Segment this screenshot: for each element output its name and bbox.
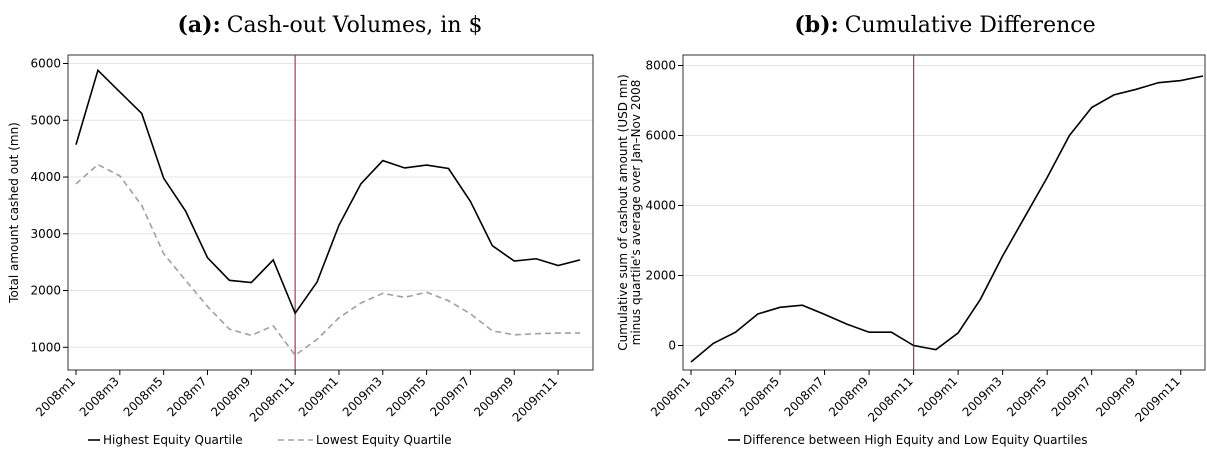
y-axis-label: minus quartile's average over Jan–Nov 20… <box>629 80 643 346</box>
y-tick-label: 6000 <box>645 129 676 143</box>
y-tick-label: 1000 <box>30 340 61 354</box>
title-text: Cumulative Difference <box>845 13 1096 38</box>
chart-title: (a): Cash-out Volumes, in $ <box>178 12 483 38</box>
y-axis-label: Total amount cashed out (mn) <box>7 122 21 304</box>
x-tick-label: 2009m9 <box>471 374 516 419</box>
legend-label: Lowest Equity Quartile <box>316 433 452 447</box>
x-tick-label: 2009m11 <box>510 374 561 425</box>
x-tick-label: 2009m3 <box>960 374 1005 419</box>
data-line <box>75 163 580 357</box>
x-tick-label: 2008m5 <box>121 374 166 419</box>
data-line <box>690 75 1204 363</box>
x-tick-label: 2008m7 <box>164 374 209 419</box>
x-tick-label: 2009m5 <box>1004 374 1049 419</box>
y-axis-label: Cumulative sum of cashout amount (USD mn… <box>616 74 630 351</box>
legend-label: Difference between High Equity and Low E… <box>743 433 1087 447</box>
x-tick-label: 2008m11 <box>247 374 298 425</box>
y-tick-label: 4000 <box>30 170 61 184</box>
data-line <box>75 68 581 315</box>
x-tick-label: 2009m7 <box>427 374 472 419</box>
title-label: (b): <box>794 12 838 38</box>
x-tick-label: 2008m1 <box>33 374 78 419</box>
y-tick-label: 0 <box>668 339 676 353</box>
x-tick-label: 2008m3 <box>692 374 737 419</box>
x-tick-label: 2008m3 <box>77 374 122 419</box>
x-tick-label: 2009m9 <box>1093 374 1138 419</box>
chart-title: (b): Cumulative Difference <box>794 12 1095 38</box>
y-tick-label: 2000 <box>30 284 61 298</box>
legend-label: Highest Equity Quartile <box>103 433 243 447</box>
x-tick-label: 2009m3 <box>340 374 385 419</box>
y-tick-label: 2000 <box>645 269 676 283</box>
x-tick-label: 2008m7 <box>782 374 827 419</box>
title-text: Cash-out Volumes, in $ <box>227 13 483 38</box>
y-tick-label: 6000 <box>30 57 61 71</box>
plot-frame <box>67 54 594 371</box>
x-tick-label: 2009m1 <box>915 374 960 419</box>
x-tick-label: 2008m5 <box>737 374 782 419</box>
x-tick-label: 2009m5 <box>384 374 429 419</box>
x-tick-label: 2008m11 <box>865 374 916 425</box>
x-tick-label: 2009m11 <box>1132 374 1183 425</box>
x-tick-label: 2009m7 <box>1049 374 1094 419</box>
y-tick-label: 8000 <box>645 59 676 73</box>
x-tick-label: 2008m1 <box>648 374 693 419</box>
y-tick-label: 5000 <box>30 113 61 127</box>
plot-frame <box>682 54 1206 371</box>
x-tick-label: 2008m9 <box>208 374 253 419</box>
x-tick-label: 2009m1 <box>296 374 341 419</box>
y-tick-label: 4000 <box>645 199 676 213</box>
title-label: (a): <box>178 12 221 38</box>
x-tick-label: 2008m9 <box>826 374 871 419</box>
y-tick-label: 3000 <box>30 227 61 241</box>
